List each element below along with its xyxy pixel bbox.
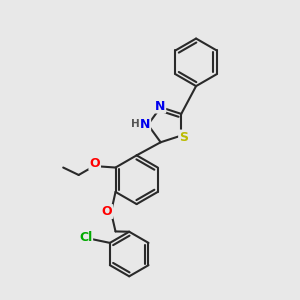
Text: O: O [89, 157, 100, 169]
Text: H: H [131, 118, 140, 128]
Text: O: O [102, 205, 112, 218]
Text: S: S [179, 130, 188, 144]
Text: Cl: Cl [79, 231, 92, 244]
Text: N: N [155, 100, 165, 112]
Text: N: N [140, 118, 150, 131]
